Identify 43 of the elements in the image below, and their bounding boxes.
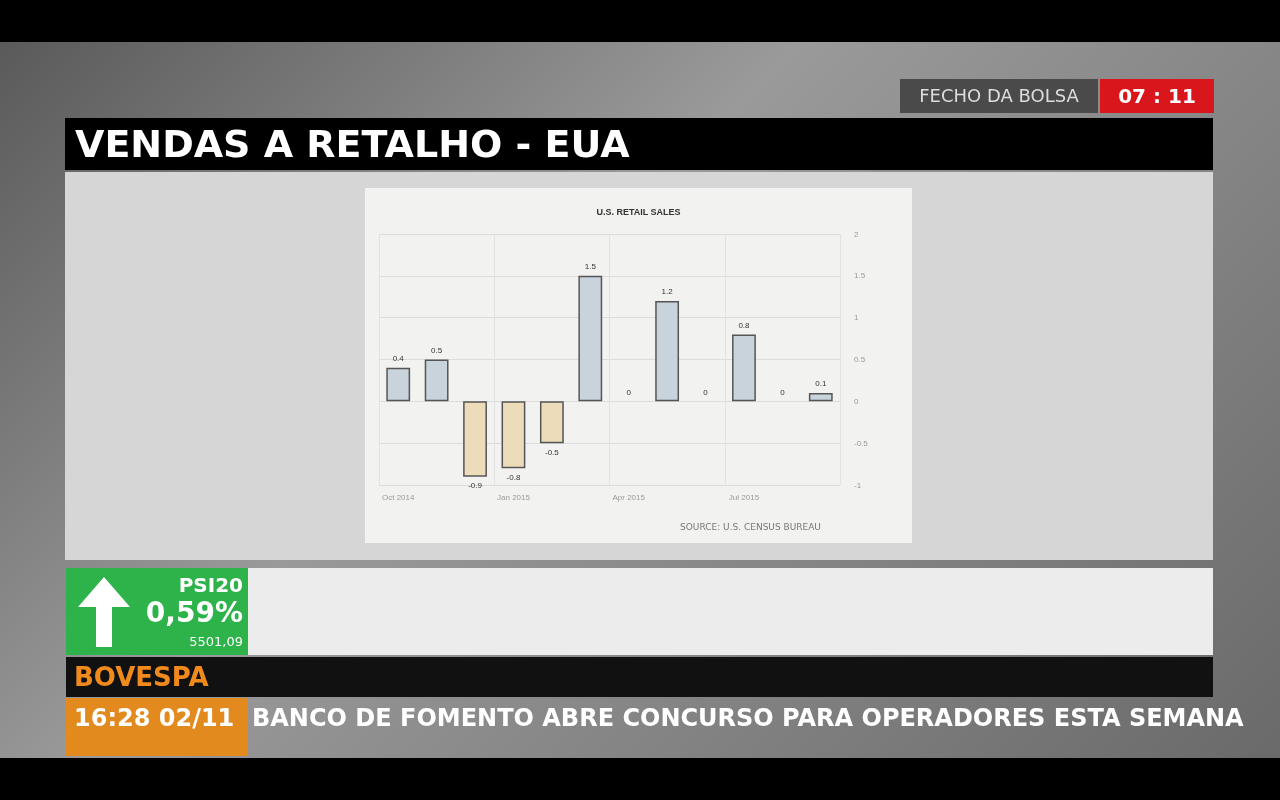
source-note: SOURCE: U.S. CENSUS BUREAU bbox=[680, 522, 821, 532]
bar bbox=[539, 401, 564, 444]
y-tick-label: 1.5 bbox=[854, 271, 866, 281]
bar bbox=[386, 367, 411, 402]
x-tick-label: Apr 2015 bbox=[612, 492, 646, 502]
text: 5501,09 bbox=[188, 634, 243, 649]
text: FECHO DA BOLSA bbox=[900, 79, 1098, 113]
data-label: 1.5 bbox=[584, 262, 597, 272]
text: BOVESPA bbox=[73, 661, 210, 694]
bar bbox=[655, 300, 680, 402]
data-label: 0 bbox=[626, 387, 632, 397]
data-label: 0.5 bbox=[431, 346, 443, 355]
x-tick-label: Jan 2015 bbox=[497, 492, 531, 502]
text: 16:28 02/11 bbox=[66, 698, 248, 756]
bar bbox=[424, 359, 449, 402]
bar bbox=[808, 392, 833, 402]
chart-title: VENDAS A RETALHO - EUA bbox=[65, 118, 1213, 170]
bar bbox=[732, 334, 756, 402]
y-tick-label: 1 bbox=[854, 313, 859, 323]
y-tick-label: 0 bbox=[854, 396, 859, 406]
data-label: 1.2 bbox=[661, 287, 674, 297]
y-tick-label: 0.5 bbox=[854, 355, 866, 364]
data-label: -0.5 bbox=[544, 447, 560, 457]
data-label: 0.8 bbox=[738, 320, 751, 330]
data-label: 0.4 bbox=[392, 354, 405, 364]
x-tick-label: Jul 2015 bbox=[728, 492, 760, 502]
text: 07 : 11 bbox=[1100, 79, 1214, 113]
bar bbox=[578, 275, 603, 402]
text: PSI20 bbox=[177, 573, 243, 597]
y-tick-label: -0.5 bbox=[854, 438, 869, 448]
y-tick-label: 2 bbox=[854, 229, 859, 239]
bar bbox=[463, 401, 487, 477]
chart-subtitle: U.S. RETAIL SALES bbox=[596, 206, 681, 217]
y-tick-label: -1 bbox=[854, 480, 862, 490]
text: BANCO DE FOMENTO ABRE CONCURSO PARA OPERADORES ESTA SEMANA bbox=[252, 703, 1244, 734]
data-label: -0.9 bbox=[468, 481, 483, 491]
x-tick-label: Oct 2014 bbox=[381, 492, 415, 502]
data-label: 0 bbox=[780, 387, 786, 397]
text: 0,59% bbox=[144, 596, 243, 629]
bar bbox=[501, 401, 526, 469]
data-label: -0.8 bbox=[506, 472, 521, 482]
data-label: 0 bbox=[703, 387, 709, 397]
data-label: 0.1 bbox=[815, 379, 827, 389]
